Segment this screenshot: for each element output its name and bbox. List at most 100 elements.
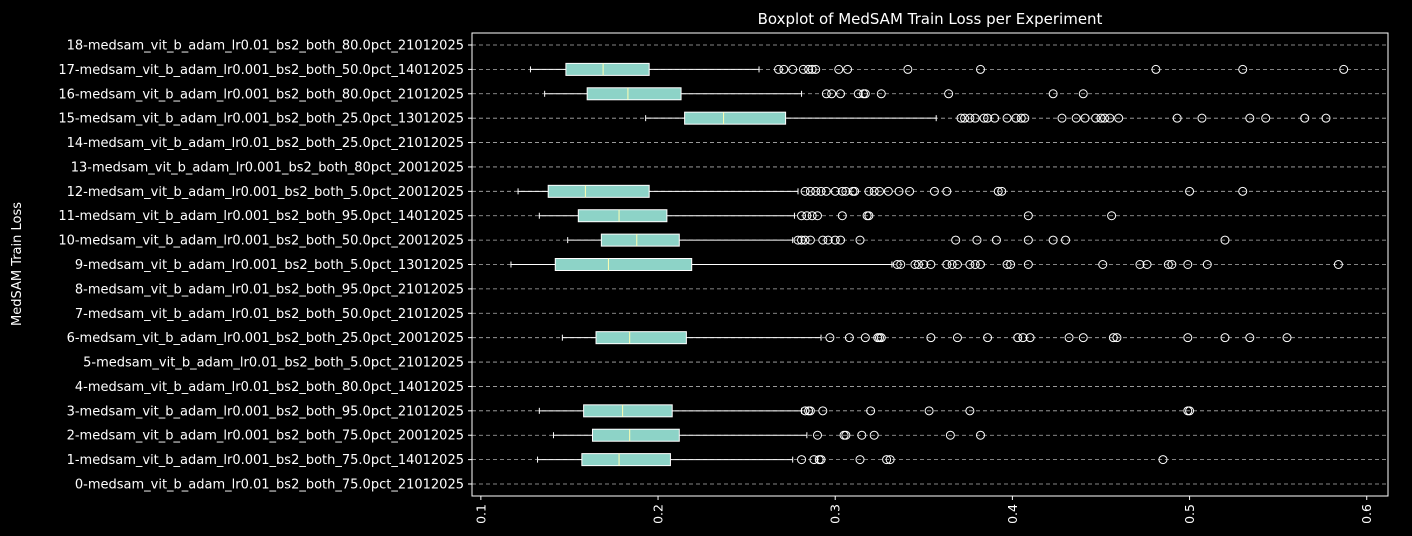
outlier-point [837,211,847,221]
outlier-point [850,186,860,196]
outlier-point [952,333,962,343]
outlier-point [947,260,957,269]
outlier-point [1006,260,1016,269]
outlier-point [975,260,985,269]
outlier-point [800,406,810,416]
outlier-point [1048,89,1058,99]
outlier-point [929,186,939,196]
outlier-point [1142,260,1152,269]
outlier-point [1018,333,1028,343]
outlier-point [1261,113,1271,123]
outlier-point [805,186,815,196]
outlier-point [975,64,985,74]
outlier-point [1163,260,1173,269]
outlier-point [970,113,980,123]
outlier-point [903,64,913,74]
x-tick-label: 0.3 [828,504,843,524]
outlier-point [804,64,814,74]
box [554,258,693,271]
outlier-point [805,235,815,245]
outlier-point [951,235,961,245]
box [547,184,650,198]
outlier-point [942,186,952,196]
category-label: 5-medsam_vit_b_adam_lr0.01_bs2_both_5.0p… [83,356,464,371]
x-tick-label: 0.2 [651,504,666,524]
outlier-point [860,333,870,343]
outlier-point [991,235,1001,245]
outlier-point [926,260,936,269]
outlier-point [1172,113,1182,123]
outlier-point [823,235,833,245]
outlier-point [1013,333,1023,343]
outlier-point [818,406,828,416]
outlier-point [1158,455,1168,465]
outlier-point [1151,64,1161,74]
outlier-point [860,89,870,99]
outlier-point [844,333,854,343]
outlier-point [855,455,865,465]
outlier-point [1282,333,1292,343]
category-label: 2-medsam_vit_b_adam_lr0.001_bs2_both_75.… [67,429,464,444]
outlier-point [875,186,885,196]
outlier-point [774,64,784,74]
outlier-point [1135,260,1145,269]
outlier-point [841,186,851,196]
outlier-point [1016,113,1026,123]
box [583,404,673,418]
outlier-point [926,333,936,343]
box [577,209,668,223]
outlier-point [1023,260,1033,269]
outlier-point [983,333,993,343]
outlier-point [944,89,954,99]
outlier-point [965,113,975,123]
category-label: 6-medsam_vit_b_adam_lr0.001_bs2_both_25.… [67,331,464,346]
outlier-point [952,260,962,269]
outlier-point [945,430,955,440]
category-label: 11-medsam_vit_b_adam_lr0.001_bs2_both_95… [58,209,464,224]
outlier-point [883,186,893,196]
outlier-point [970,260,980,269]
outlier-point [1183,333,1193,343]
outlier-point [1245,333,1255,343]
outlier-point [894,186,904,196]
outlier-point [1057,113,1067,123]
outlier-point [837,186,847,196]
outlier-point [800,186,810,196]
outlier-point [830,186,840,196]
outlier-point [990,113,1000,123]
outlier-point [1238,64,1248,74]
outlier-point [816,186,826,196]
outlier-point [811,186,821,196]
outlier-point [864,186,874,196]
outlier-point [1238,186,1248,196]
outlier-point [818,235,828,245]
x-tick-label: 0.1 [473,504,488,524]
outlier-point [1023,235,1033,245]
outlier-point [896,260,906,269]
outlier-point [1011,113,1021,123]
outlier-point [882,455,892,465]
category-label: 10-medsam_vit_b_adam_lr0.001_bs2_both_50… [58,234,464,249]
box [565,62,650,76]
box [586,87,682,101]
outlier-point [869,430,879,440]
box [581,453,671,467]
outlier-point [1333,260,1343,269]
outlier-point [1220,235,1230,245]
category-label: 1-medsam_vit_b_adam_lr0.001_bs2_both_75.… [67,453,464,468]
outlier-point [843,64,853,74]
outlier-point [836,89,846,99]
outlier-point [802,211,812,221]
category-label: 15-medsam_vit_b_adam_lr0.001_bs2_both_25… [58,112,464,127]
outlier-point [1245,113,1255,123]
box [600,233,680,247]
outlier-point [857,430,867,440]
outlier-point [866,406,876,416]
category-label: 16-medsam_vit_b_adam_lr0.001_bs2_both_80… [58,87,464,102]
outlier-point [972,235,982,245]
outlier-point [1048,235,1058,245]
category-label: 13-medsam_vit_b_adam_lr0.001_bs2_both_80… [71,160,464,175]
outlier-point [830,235,840,245]
outlier-point [1020,113,1030,123]
category-label: 3-medsam_vit_b_adam_lr0.001_bs2_both_95.… [67,404,464,419]
